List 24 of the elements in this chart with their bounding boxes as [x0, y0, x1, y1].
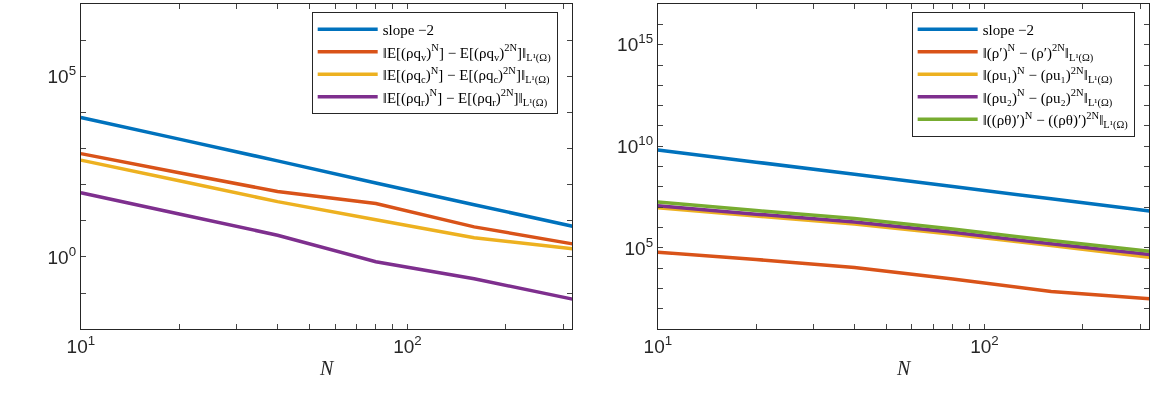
text: ‖E[(ρq$_{c}$)$^{N}$] − E[(ρq$_{c}$)$^{2N}$]‖$_{L¹(Ω)}$ [382, 64, 550, 86]
x-tick-label: 10$^{2}$ [970, 333, 999, 358]
x-tick-label: 10$^{1}$ [643, 333, 673, 358]
y-tick-label: 10$^{5}$ [624, 234, 654, 259]
legend-label: ‖(ρ′)$^{N}$ − (ρ′)$^{2N}$‖$_{L¹(Ω)}$ [982, 42, 1094, 64]
y-tick-label: 10$^{10}$ [617, 132, 654, 157]
legend-label: ‖(ρu₁)$^{N}$ − (ρu₁)$^{2N}$‖$_{L¹(Ω)}$ [982, 64, 1113, 87]
legend-label: ‖(ρu₂)$^{N}$ − (ρu₂)$^{2N}$‖$_{L¹(Ω)}$ [982, 87, 1113, 109]
y-tick-label: 10$^{0}$ [47, 243, 77, 268]
line-series [80, 115, 573, 228]
x-tick-label: 10$^{2}$ [393, 333, 422, 358]
line-series [657, 250, 1150, 301]
x-tick-label: 10$^{1}$ [66, 333, 96, 358]
legend-label: slope −2 [382, 22, 435, 39]
line-series [80, 190, 573, 301]
y-tick-label: 10$^{15}$ [617, 31, 654, 56]
legend-label: slope −2 [982, 22, 1035, 39]
text: ‖E[(ρq$_{r}$)$^{N}$] − E[(ρq$_{r}$)$^{2N}$]‖$_{L¹(Ω)}$ [382, 87, 548, 108]
y-tick-label: 10$^{5}$ [47, 62, 77, 87]
x-axis-title: N [319, 356, 335, 379]
line-series [657, 148, 1150, 213]
x-axis-title: N [895, 356, 912, 379]
text: ‖E[(ρq$_{v}$)$^{N}$] − E[(ρq$_{v}$)$^{2N}$]‖$_{L¹(Ω)}$ [382, 42, 551, 63]
legend-label: ‖((ρθ)′)$^{N}$ − ((ρθ)′)$^{2N}$‖$_{L¹(Ω)}$ [982, 109, 1129, 132]
